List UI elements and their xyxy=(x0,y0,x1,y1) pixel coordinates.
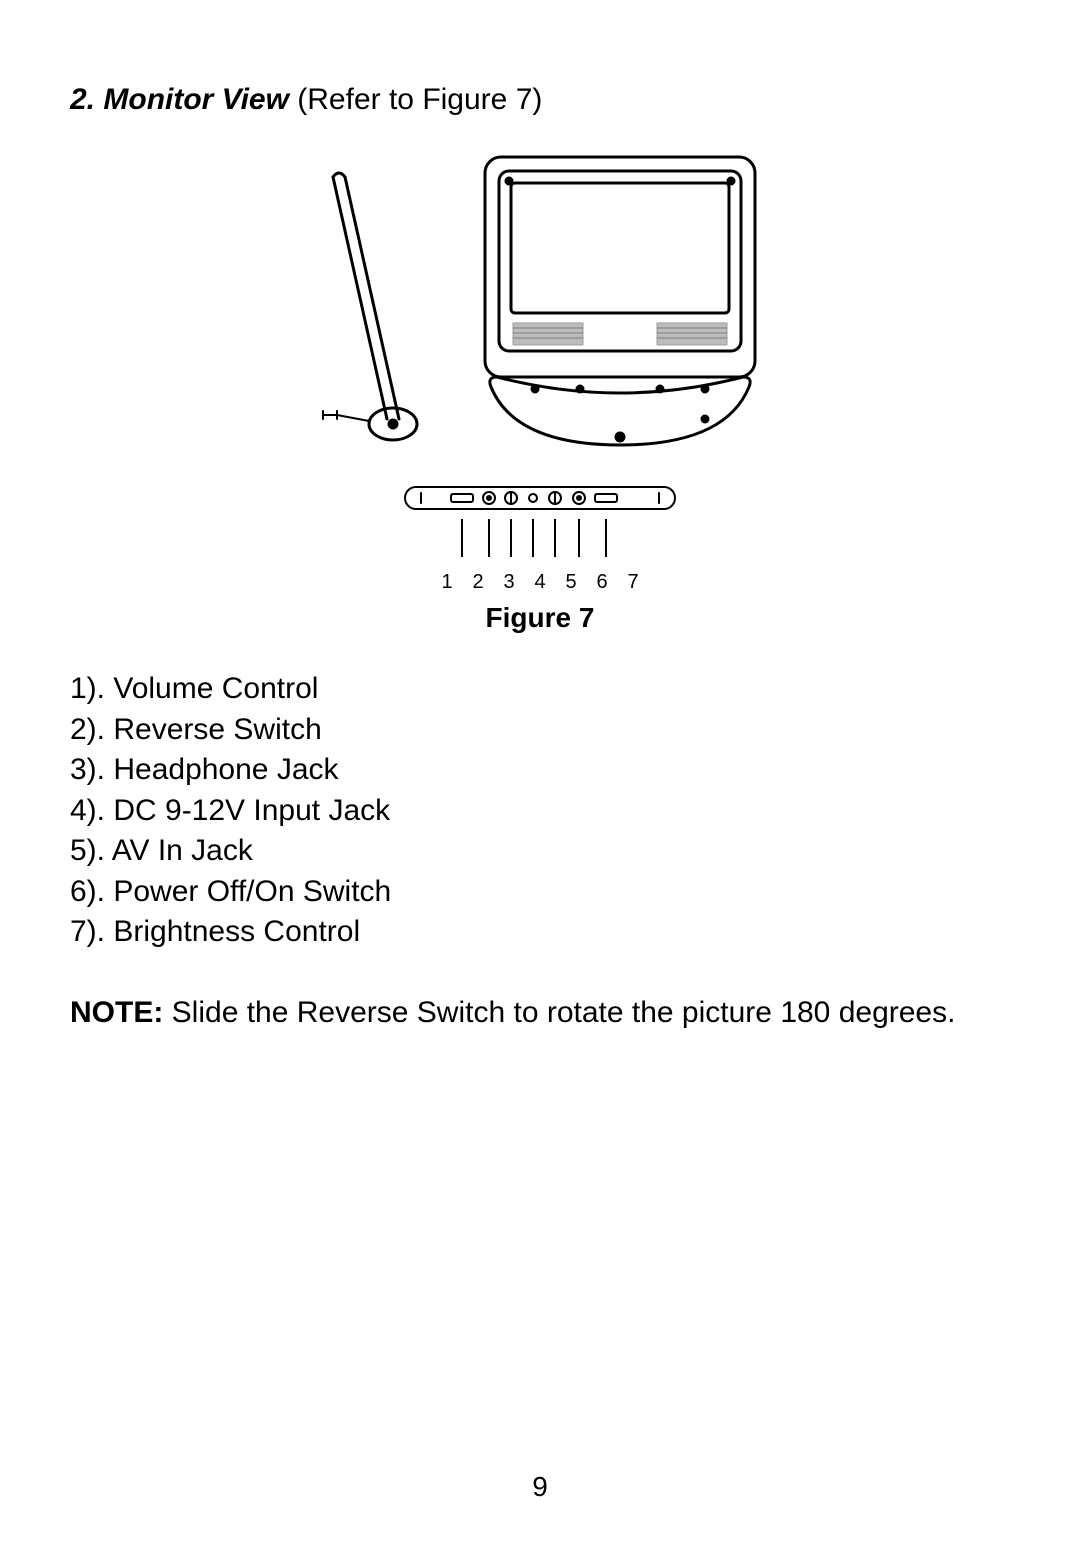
note-label: NOTE: xyxy=(70,996,163,1029)
legend-item-6: 6). Power Off/On Switch xyxy=(70,872,1010,913)
callout-6: 6 xyxy=(593,571,611,594)
callout-4: 4 xyxy=(531,571,549,594)
callout-1: 1 xyxy=(438,571,456,594)
page-number: 9 xyxy=(0,1471,1080,1503)
callout-3: 3 xyxy=(500,571,518,594)
legend-item-5: 5). AV In Jack xyxy=(70,831,1010,872)
manual-page: 2. Monitor View (Refer to Figure 7) xyxy=(0,0,1080,1563)
legend-item-7: 7). Brightness Control xyxy=(70,912,1010,953)
legend-item-3: 3). Headphone Jack xyxy=(70,750,1010,791)
callout-lines-icon xyxy=(395,519,685,569)
section-heading: 2. Monitor View (Refer to Figure 7) xyxy=(70,80,1010,119)
note: NOTE: Slide the Reverse Switch to rotate… xyxy=(70,993,1010,1034)
port-strip-icon xyxy=(395,479,685,519)
legend-list: 1). Volume Control 2). Reverse Switch 3)… xyxy=(70,669,1010,953)
port-strip-diagram: 1 2 3 4 5 6 7 Figure 7 xyxy=(395,479,685,634)
monitor-front-view-icon xyxy=(475,149,765,449)
legend-item-1: 1). Volume Control xyxy=(70,669,1010,710)
callout-7: 7 xyxy=(624,571,642,594)
figure-7: 1 2 3 4 5 6 7 Figure 7 xyxy=(70,149,1010,634)
heading-number: 2. xyxy=(70,83,95,116)
callout-2: 2 xyxy=(469,571,487,594)
heading-suffix: (Refer to Figure 7) xyxy=(297,83,542,116)
figure-row xyxy=(315,149,765,449)
callout-5: 5 xyxy=(562,571,580,594)
callout-numbers: 1 2 3 4 5 6 7 xyxy=(395,571,685,594)
legend-item-4: 4). DC 9-12V Input Jack xyxy=(70,791,1010,832)
figure-caption: Figure 7 xyxy=(486,602,595,634)
heading-title: Monitor View xyxy=(103,83,289,116)
legend-item-2: 2). Reverse Switch xyxy=(70,710,1010,751)
monitor-side-view-icon xyxy=(315,169,445,449)
note-text: Slide the Reverse Switch to rotate the p… xyxy=(172,996,956,1029)
